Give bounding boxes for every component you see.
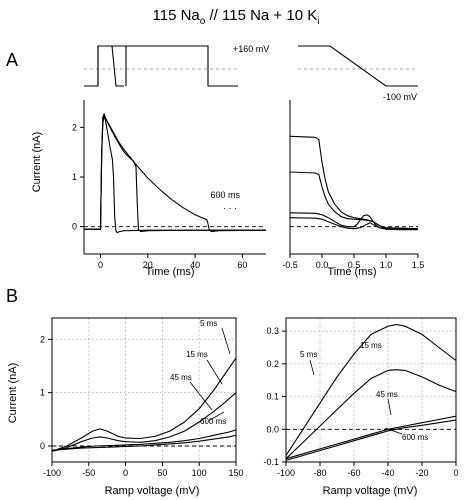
title-part-2: // 115 Na + 10 K <box>205 7 317 24</box>
protocol-upper-label: +160 mV <box>233 44 269 54</box>
protocol-left <box>84 45 238 87</box>
x-tick-label: 0 <box>123 468 128 478</box>
y-tick-label: 1 <box>72 172 77 182</box>
a-left-annotation: 600 ms <box>210 190 240 200</box>
series-line-2 <box>51 392 237 452</box>
a-left-xlabel: Time (ms) <box>145 266 194 278</box>
series-line-1 <box>289 135 419 230</box>
b-left-label-5ms: 5 ms <box>200 319 217 328</box>
x-tick-label: -50 <box>82 468 95 478</box>
b-right-label-600ms: 600 ms <box>402 433 428 442</box>
b-left-leader-600ms <box>209 411 225 421</box>
y-tick-label: 2 <box>40 334 45 344</box>
b-left-leader-45ms <box>189 381 213 411</box>
chart-b-right: -100 -80 -60 -40 -20 0 -0.1 0.0 0.1 0.2 0.3 <box>263 317 459 478</box>
b-right-leader-600ms <box>384 427 403 435</box>
series-line-1 <box>51 357 237 452</box>
x-tick-label: -80 <box>313 468 326 478</box>
series-line-4 <box>285 419 457 461</box>
b-right-label-5ms: 5 ms <box>300 350 317 359</box>
series-line-2 <box>289 171 419 230</box>
x-tick-label: 150 <box>228 468 243 478</box>
x-tick-label: 60 <box>237 260 247 270</box>
b-left-leader-15ms <box>206 359 223 385</box>
x-tick-label: 0.5 <box>348 260 361 270</box>
y-tick-label: 2 <box>72 122 77 132</box>
b-left-leader-5ms <box>221 327 231 355</box>
axes-frame <box>285 317 457 463</box>
title-sub-o: o <box>200 16 206 27</box>
x-tick-label: 50 <box>157 468 167 478</box>
chart-a-left: 0 20 40 60 0 1 2 <box>72 100 267 270</box>
x-tick-label: -40 <box>381 468 394 478</box>
y-tick-label: 0 <box>40 441 45 451</box>
title-part-1: 115 Na <box>153 7 201 24</box>
chart-b-left: -100 -50 0 50 100 150 0 1 2 <box>40 317 244 478</box>
b-right-leader-45ms <box>387 398 392 416</box>
series-line-4 <box>51 434 237 451</box>
x-tick-label: 40 <box>190 260 200 270</box>
series-line-1 <box>84 113 266 234</box>
x-tick-label: -100 <box>43 468 61 478</box>
series-line-1 <box>285 323 457 456</box>
series-line-4 <box>289 217 418 231</box>
b-right-xlabel: Ramp voltage (mV) <box>323 485 418 497</box>
x-tick-label: 0.0 <box>316 260 329 270</box>
x-tick-label: 100 <box>192 468 207 478</box>
protocol-step-mid <box>97 46 127 86</box>
panel-a-label: A <box>6 50 18 70</box>
b-left-label-15ms: 15 ms <box>186 350 208 359</box>
protocol-lower-label: -100 mV <box>383 92 417 102</box>
protocol-step-short <box>111 45 124 87</box>
figure-title: 115 Nao // 115 Na + 10 Ki <box>153 7 320 27</box>
protocol-step-long <box>84 45 238 87</box>
b-left-xlabel: Ramp voltage (mV) <box>105 485 200 497</box>
series-line-2 <box>285 369 457 460</box>
x-tick-label: 0 <box>98 260 103 270</box>
y-tick-label: 0.1 <box>266 392 279 402</box>
x-tick-label: 0 <box>453 468 458 478</box>
x-tick-label: 1.0 <box>380 260 393 270</box>
b-left-label-45ms: 45 ms <box>170 373 192 382</box>
title-sub-i: i <box>317 16 319 27</box>
a-left-annotation-dots: · · · <box>223 203 237 213</box>
b-left-ylabel: Current (nA) <box>7 363 19 424</box>
y-tick-label: 0 <box>72 222 77 232</box>
a-right-xlabel: Time (ms) <box>327 266 376 278</box>
b-right-label-15ms: 15 ms <box>360 341 382 350</box>
series-line-3 <box>285 415 457 460</box>
series-line-2 <box>84 112 266 233</box>
y-tick-label: -0.1 <box>263 457 279 467</box>
b-right-label-45ms: 45 ms <box>376 390 398 399</box>
x-tick-label: -100 <box>277 468 295 478</box>
series-line-3 <box>51 429 237 451</box>
protocol-right <box>298 45 418 87</box>
x-tick-label: -20 <box>415 468 428 478</box>
x-tick-label: -60 <box>347 468 360 478</box>
x-tick-label: 1.5 <box>412 260 425 270</box>
chart-a-right: -0.5 0.0 0.5 1.0 1.5 <box>282 100 424 270</box>
b-right-leader-5ms <box>309 359 315 376</box>
axes-frame <box>51 317 237 463</box>
x-tick-label: -0.5 <box>282 260 298 270</box>
y-tick-label: 0.3 <box>266 326 279 336</box>
y-tick-label: 0.0 <box>266 424 279 434</box>
panel-b-label: B <box>6 286 18 306</box>
a-left-ylabel: Current (nA) <box>31 132 43 193</box>
series-line-3 <box>84 116 267 233</box>
b-left-label-600ms: 600 ms <box>200 417 226 426</box>
y-tick-label: 1 <box>40 388 45 398</box>
protocol-ramp <box>298 45 418 87</box>
x-tick-label: 20 <box>143 260 153 270</box>
y-tick-label: 0.2 <box>266 359 279 369</box>
